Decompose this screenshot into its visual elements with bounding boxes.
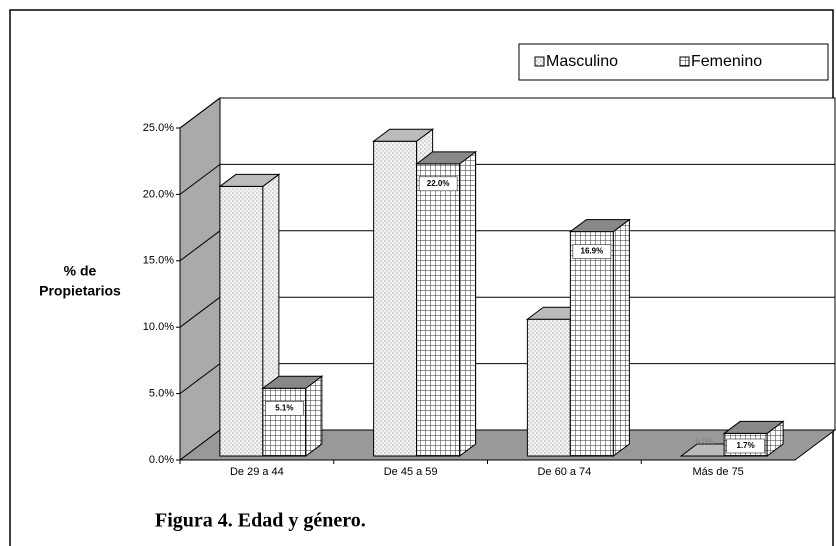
y-axis-label: % de <box>64 263 97 279</box>
side-wall <box>179 97 221 461</box>
bar <box>415 150 478 457</box>
bar-front <box>569 231 614 457</box>
bar-top <box>372 128 435 142</box>
x-tick-label: De 45 a 59 <box>384 466 438 478</box>
bar-top <box>261 375 324 389</box>
value-label: 0.0% <box>696 437 714 446</box>
bar-top <box>218 173 281 187</box>
y-tick-label: 5.0% <box>149 388 174 400</box>
bar <box>218 173 281 457</box>
chart-title: Figura 4. Edad y género. <box>155 510 366 532</box>
x-tick-label: De 60 a 74 <box>537 466 591 478</box>
bar-top <box>722 420 785 434</box>
legend-swatch <box>534 56 545 67</box>
bar-front <box>526 318 571 457</box>
bar-top <box>415 151 478 165</box>
bar-front <box>416 163 461 457</box>
legend-label: Masculino <box>546 53 618 70</box>
value-label: 5.1% <box>275 403 293 412</box>
floor <box>178 429 836 461</box>
legend-swatch <box>679 56 690 67</box>
bar-side <box>612 218 630 457</box>
bar <box>261 375 324 457</box>
x-tick-label: Más de 75 <box>692 466 743 478</box>
value-label: 16.9% <box>581 247 604 256</box>
x-tick-label: De 29 a 44 <box>230 466 284 478</box>
bar-side <box>459 150 477 457</box>
grid-line <box>179 97 221 129</box>
y-axis-label: Propietarios <box>39 283 121 299</box>
y-tick-label: 20.0% <box>143 188 174 200</box>
legend-label: Femenino <box>691 53 762 70</box>
grid-line <box>179 163 221 195</box>
grid-line <box>179 363 221 395</box>
legend <box>518 43 829 81</box>
bar <box>568 218 631 457</box>
bar-front <box>219 185 264 457</box>
bar <box>372 128 435 457</box>
value-label-box <box>726 438 765 454</box>
grid-line <box>179 296 221 328</box>
y-tick-label: 10.0% <box>143 321 174 333</box>
value-label-box <box>572 244 612 259</box>
y-tick-label: 15.0% <box>143 255 174 267</box>
y-tick-label: 0.0% <box>149 454 174 466</box>
value-label: 22.0% <box>427 179 450 188</box>
bar-front <box>262 387 307 457</box>
value-label-box <box>265 401 304 416</box>
bar-side <box>305 375 323 457</box>
grid-line <box>179 230 221 262</box>
value-label: 1.7% <box>737 441 755 450</box>
bar-front <box>373 140 418 457</box>
y-tick-label: 25.0% <box>143 122 174 134</box>
bar-top <box>568 219 631 233</box>
value-label-box <box>418 176 458 192</box>
